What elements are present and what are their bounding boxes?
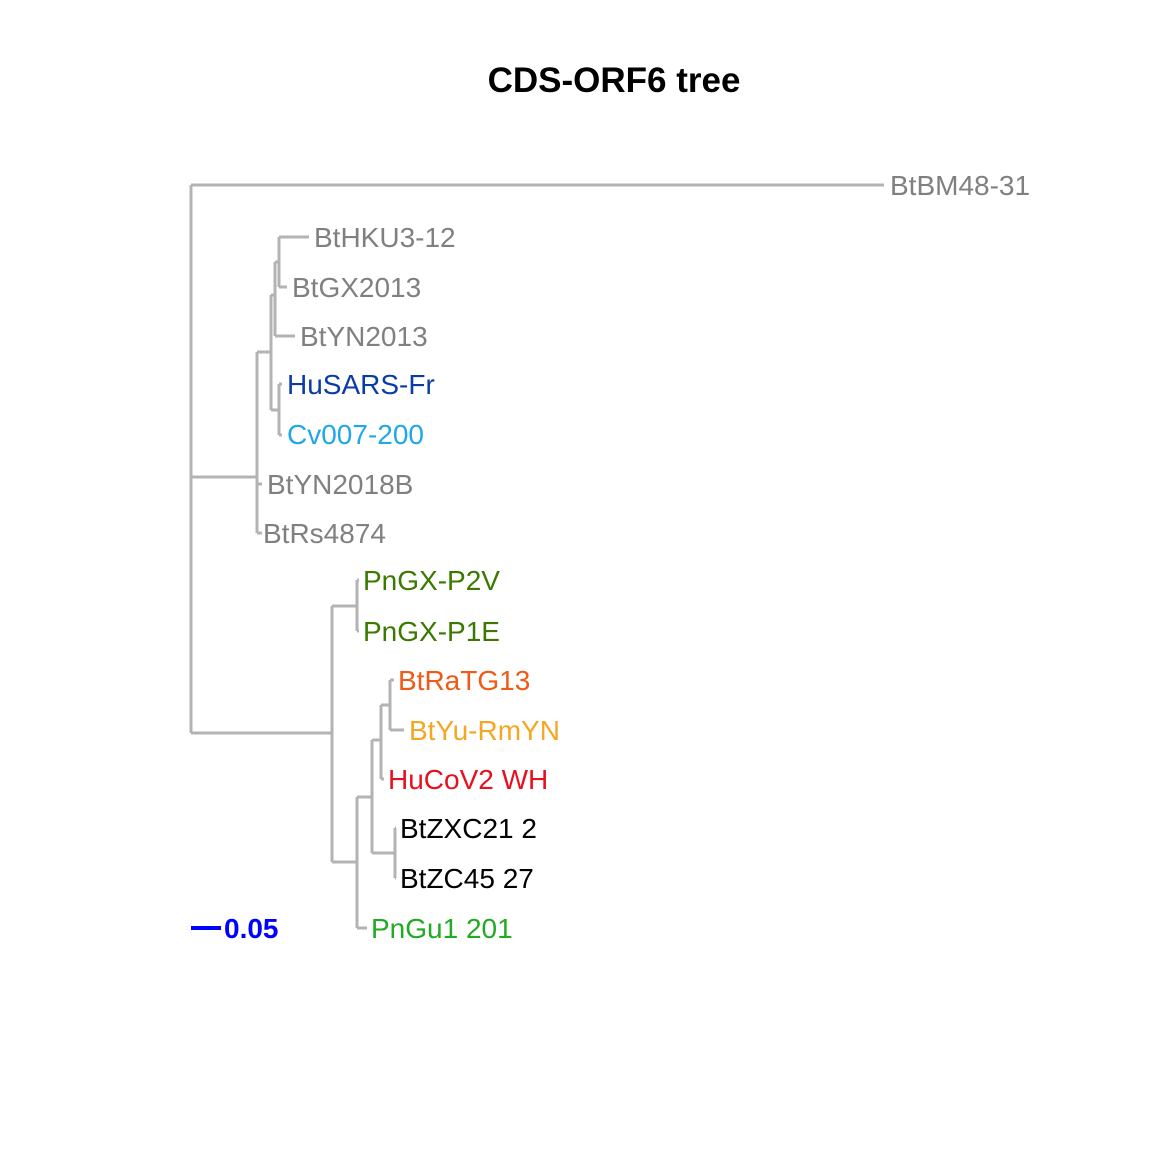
leaf-label-btzc45: BtZC45 27 (400, 863, 534, 894)
scale-bar-label: 0.05 (224, 913, 279, 944)
leaf-label-btzxc21: BtZXC21 2 (400, 813, 537, 844)
leaf-label-hucov2wh: HuCoV2 WH (388, 764, 548, 795)
leaf-label-pngxp1e: PnGX-P1E (363, 616, 500, 647)
leaf-label-btyn2013: BtYN2013 (300, 321, 428, 352)
scale-bar: 0.05 (191, 913, 279, 944)
leaf-label-btyn2018b: BtYN2018B (267, 469, 413, 500)
leaf-label-pngu1: PnGu1 201 (371, 913, 513, 944)
leaf-label-btbm48: BtBM48-31 (890, 170, 1030, 201)
leaf-label-btrs4874: BtRs4874 (263, 518, 386, 549)
leaf-label-cv007: Cv007-200 (287, 419, 424, 450)
leaf-label-btyurmyn: BtYu-RmYN (409, 715, 560, 746)
leaf-label-btgx2013: BtGX2013 (292, 272, 421, 303)
tree-title: CDS-ORF6 tree (488, 61, 741, 100)
leaf-label-bthku3: BtHKU3-12 (314, 222, 456, 253)
leaf-label-btratg13: BtRaTG13 (398, 665, 530, 696)
leaf-label-pngxp2v: PnGX-P2V (363, 565, 500, 596)
leaf-label-husarsfr: HuSARS-Fr (287, 369, 435, 400)
leaf-labels: BtBM48-31 BtHKU3-12 BtGX2013 BtYN2013 Hu… (263, 170, 1030, 944)
tree-branches (189, 183, 884, 930)
